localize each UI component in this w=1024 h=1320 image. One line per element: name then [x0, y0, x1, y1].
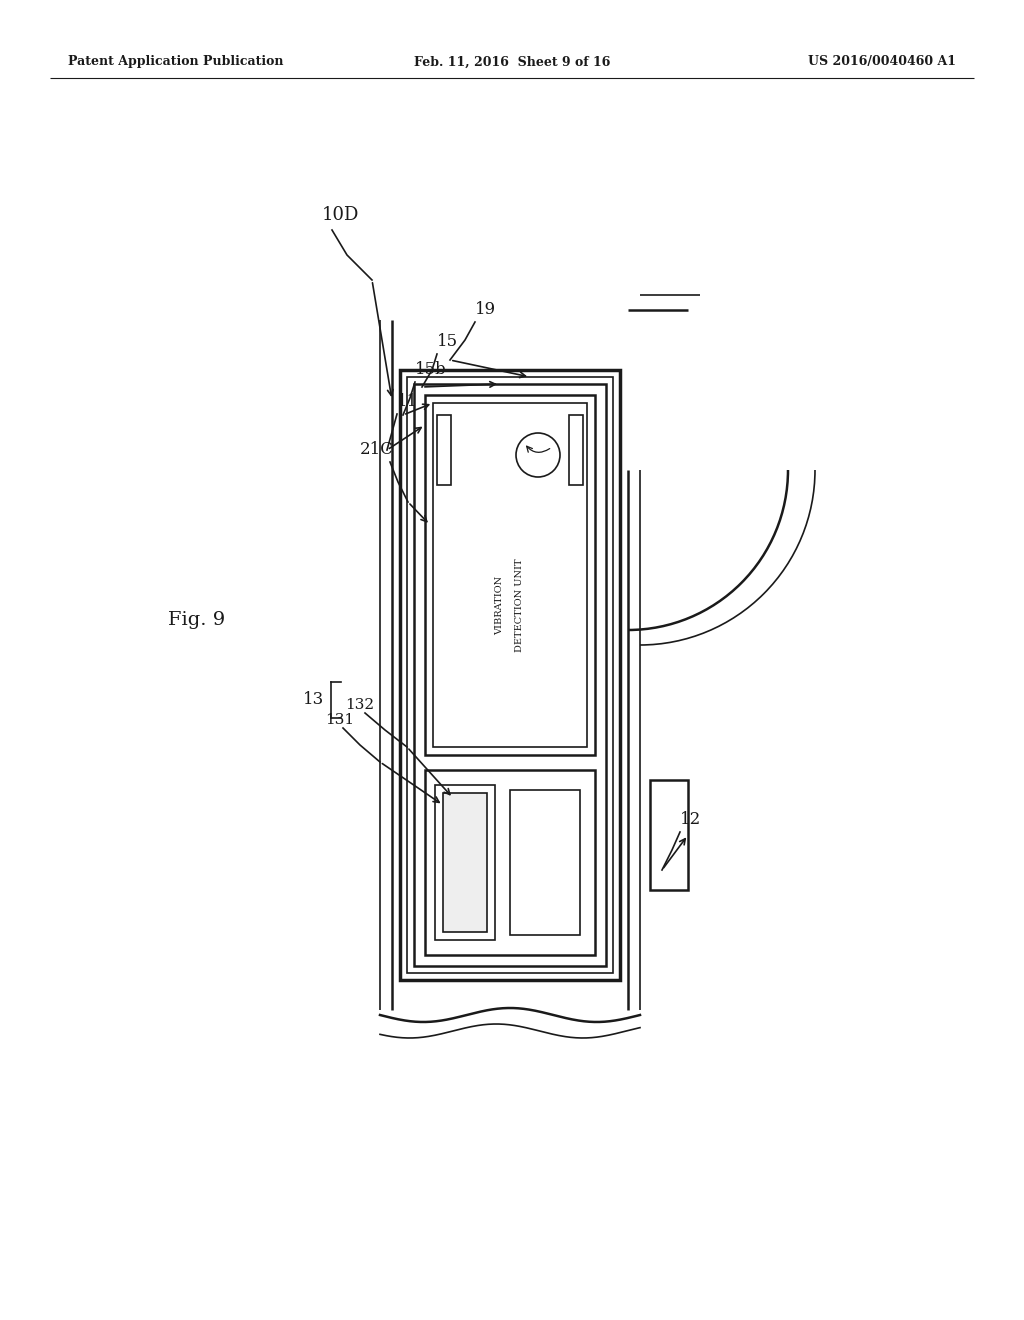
Text: Fig. 9: Fig. 9 — [168, 611, 225, 630]
Text: 131: 131 — [325, 713, 354, 727]
Text: 132: 132 — [345, 698, 374, 711]
Text: DETECTION UNIT: DETECTION UNIT — [515, 558, 524, 652]
Bar — [400, 370, 620, 979]
Text: Patent Application Publication: Patent Application Publication — [68, 55, 284, 69]
Text: Feb. 11, 2016  Sheet 9 of 16: Feb. 11, 2016 Sheet 9 of 16 — [414, 55, 610, 69]
Bar — [407, 378, 613, 973]
Bar — [437, 414, 451, 484]
Text: 15: 15 — [437, 334, 458, 351]
Text: 11: 11 — [397, 393, 418, 411]
Bar — [425, 395, 595, 755]
Bar — [433, 403, 587, 747]
Bar — [425, 770, 595, 954]
Text: US 2016/0040460 A1: US 2016/0040460 A1 — [808, 55, 956, 69]
Text: 15b: 15b — [415, 362, 446, 379]
Text: 10D: 10D — [322, 206, 359, 224]
Text: VIBRATION: VIBRATION — [496, 576, 505, 635]
Bar — [435, 785, 495, 940]
Bar — [650, 780, 688, 890]
Text: 19: 19 — [475, 301, 496, 318]
Bar — [510, 789, 580, 935]
Bar — [414, 384, 606, 966]
Text: 21C: 21C — [360, 441, 394, 458]
Text: 12: 12 — [680, 812, 701, 829]
Bar — [443, 793, 487, 932]
Bar — [569, 414, 583, 484]
Text: 13: 13 — [303, 692, 325, 709]
